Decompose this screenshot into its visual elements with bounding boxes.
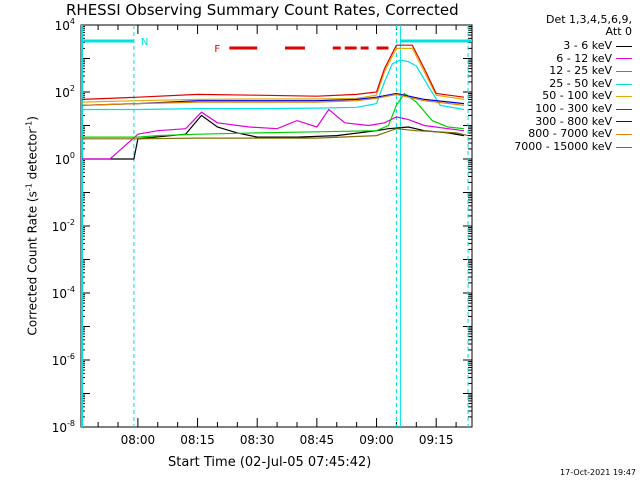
y-tick-label: 10-6 (52, 352, 75, 368)
y-tick-label: 10-8 (52, 419, 75, 435)
legend-swatch (616, 96, 632, 98)
series-line (82, 44, 465, 100)
legend-header-line: Det 1,3,4,5,6,9, (545, 13, 632, 26)
legend-label: 7000 - 15000 keV (514, 139, 612, 153)
legend-label: 800 - 7000 keV (528, 127, 612, 141)
series-lines (82, 44, 469, 160)
legend-item: 3 - 6 keV (514, 39, 632, 53)
y-tick-label: 100 (55, 151, 75, 167)
legend-swatch (616, 70, 632, 72)
legend-item: 300 - 800 keV (514, 114, 632, 129)
legend-item: 100 - 300 keV (514, 101, 632, 116)
legend-item: 12 - 25 keV (514, 65, 632, 78)
legend-label: 300 - 800 keV (535, 114, 612, 128)
x-axis-label: Start Time (02-Jul-05 07:45:42) (168, 455, 372, 470)
legend-item: 6 - 12 keV (514, 51, 632, 66)
series-line (82, 128, 469, 140)
x-tick-label: 09:15 (419, 433, 454, 447)
legend-swatch (616, 45, 632, 47)
legend-header-line: Att 0 (605, 25, 632, 38)
series-line (82, 59, 465, 111)
y-tick-label: 10-2 (52, 218, 75, 234)
legend-label: 3 - 6 keV (563, 39, 612, 52)
legend-swatch (616, 108, 632, 110)
legend-header: Det 1,3,4,5,6,9, Att 0 (546, 14, 632, 38)
y-tick-label: 102 (55, 84, 75, 100)
y-axis-label: Corrected Count Rate (s-1 detector-1) (24, 116, 40, 336)
legend-swatch (616, 58, 632, 60)
y-tick-label: 10-4 (52, 285, 75, 301)
legend-item: 800 - 7000 keV (514, 128, 632, 141)
annotations: NF (81, 25, 472, 427)
timestamp-stamp: 17-Oct-2021 19:47 (560, 468, 636, 477)
legend-swatch (616, 121, 632, 123)
chart-title: RHESSI Observing Summary Count Rates, Co… (66, 1, 459, 19)
legend-swatch (616, 133, 632, 135)
flare-marker: F (214, 44, 220, 55)
series-line (82, 92, 465, 106)
series-line (82, 114, 465, 160)
series-line (82, 92, 465, 138)
series-line (82, 108, 465, 160)
legend-swatch (616, 146, 632, 148)
axes: 104 102 100 10-2 10-4 10-6 10-8 08:00 08:15 08:30… (52, 17, 473, 447)
legend-item: 50 - 100 keV (514, 90, 632, 103)
legend-label: 50 - 100 keV (542, 89, 612, 103)
legend-swatch (616, 83, 632, 85)
x-tick-label: 08:00 (121, 433, 156, 447)
legend-label: 100 - 300 keV (535, 101, 612, 115)
legend-label: 6 - 12 keV (556, 51, 612, 65)
legend-item: 25 - 50 keV (514, 76, 632, 91)
night-marker: N (141, 37, 148, 48)
y-tick-label: 104 (55, 17, 75, 33)
legend: 3 - 6 keV 6 - 12 keV 12 - 25 keV 25 - 50 ke… (514, 39, 632, 154)
series-line (82, 47, 465, 103)
legend-label: 12 - 25 keV (549, 64, 612, 78)
legend-item: 7000 - 15000 keV (514, 139, 632, 154)
x-tick-label: 08:30 (240, 433, 275, 447)
x-tick-label: 09:00 (359, 433, 394, 447)
x-tick-label: 08:45 (300, 433, 335, 447)
legend-label: 25 - 50 keV (549, 76, 612, 90)
series-line (82, 93, 465, 106)
plot-frame (80, 24, 473, 428)
x-tick-label: 08:15 (180, 433, 215, 447)
